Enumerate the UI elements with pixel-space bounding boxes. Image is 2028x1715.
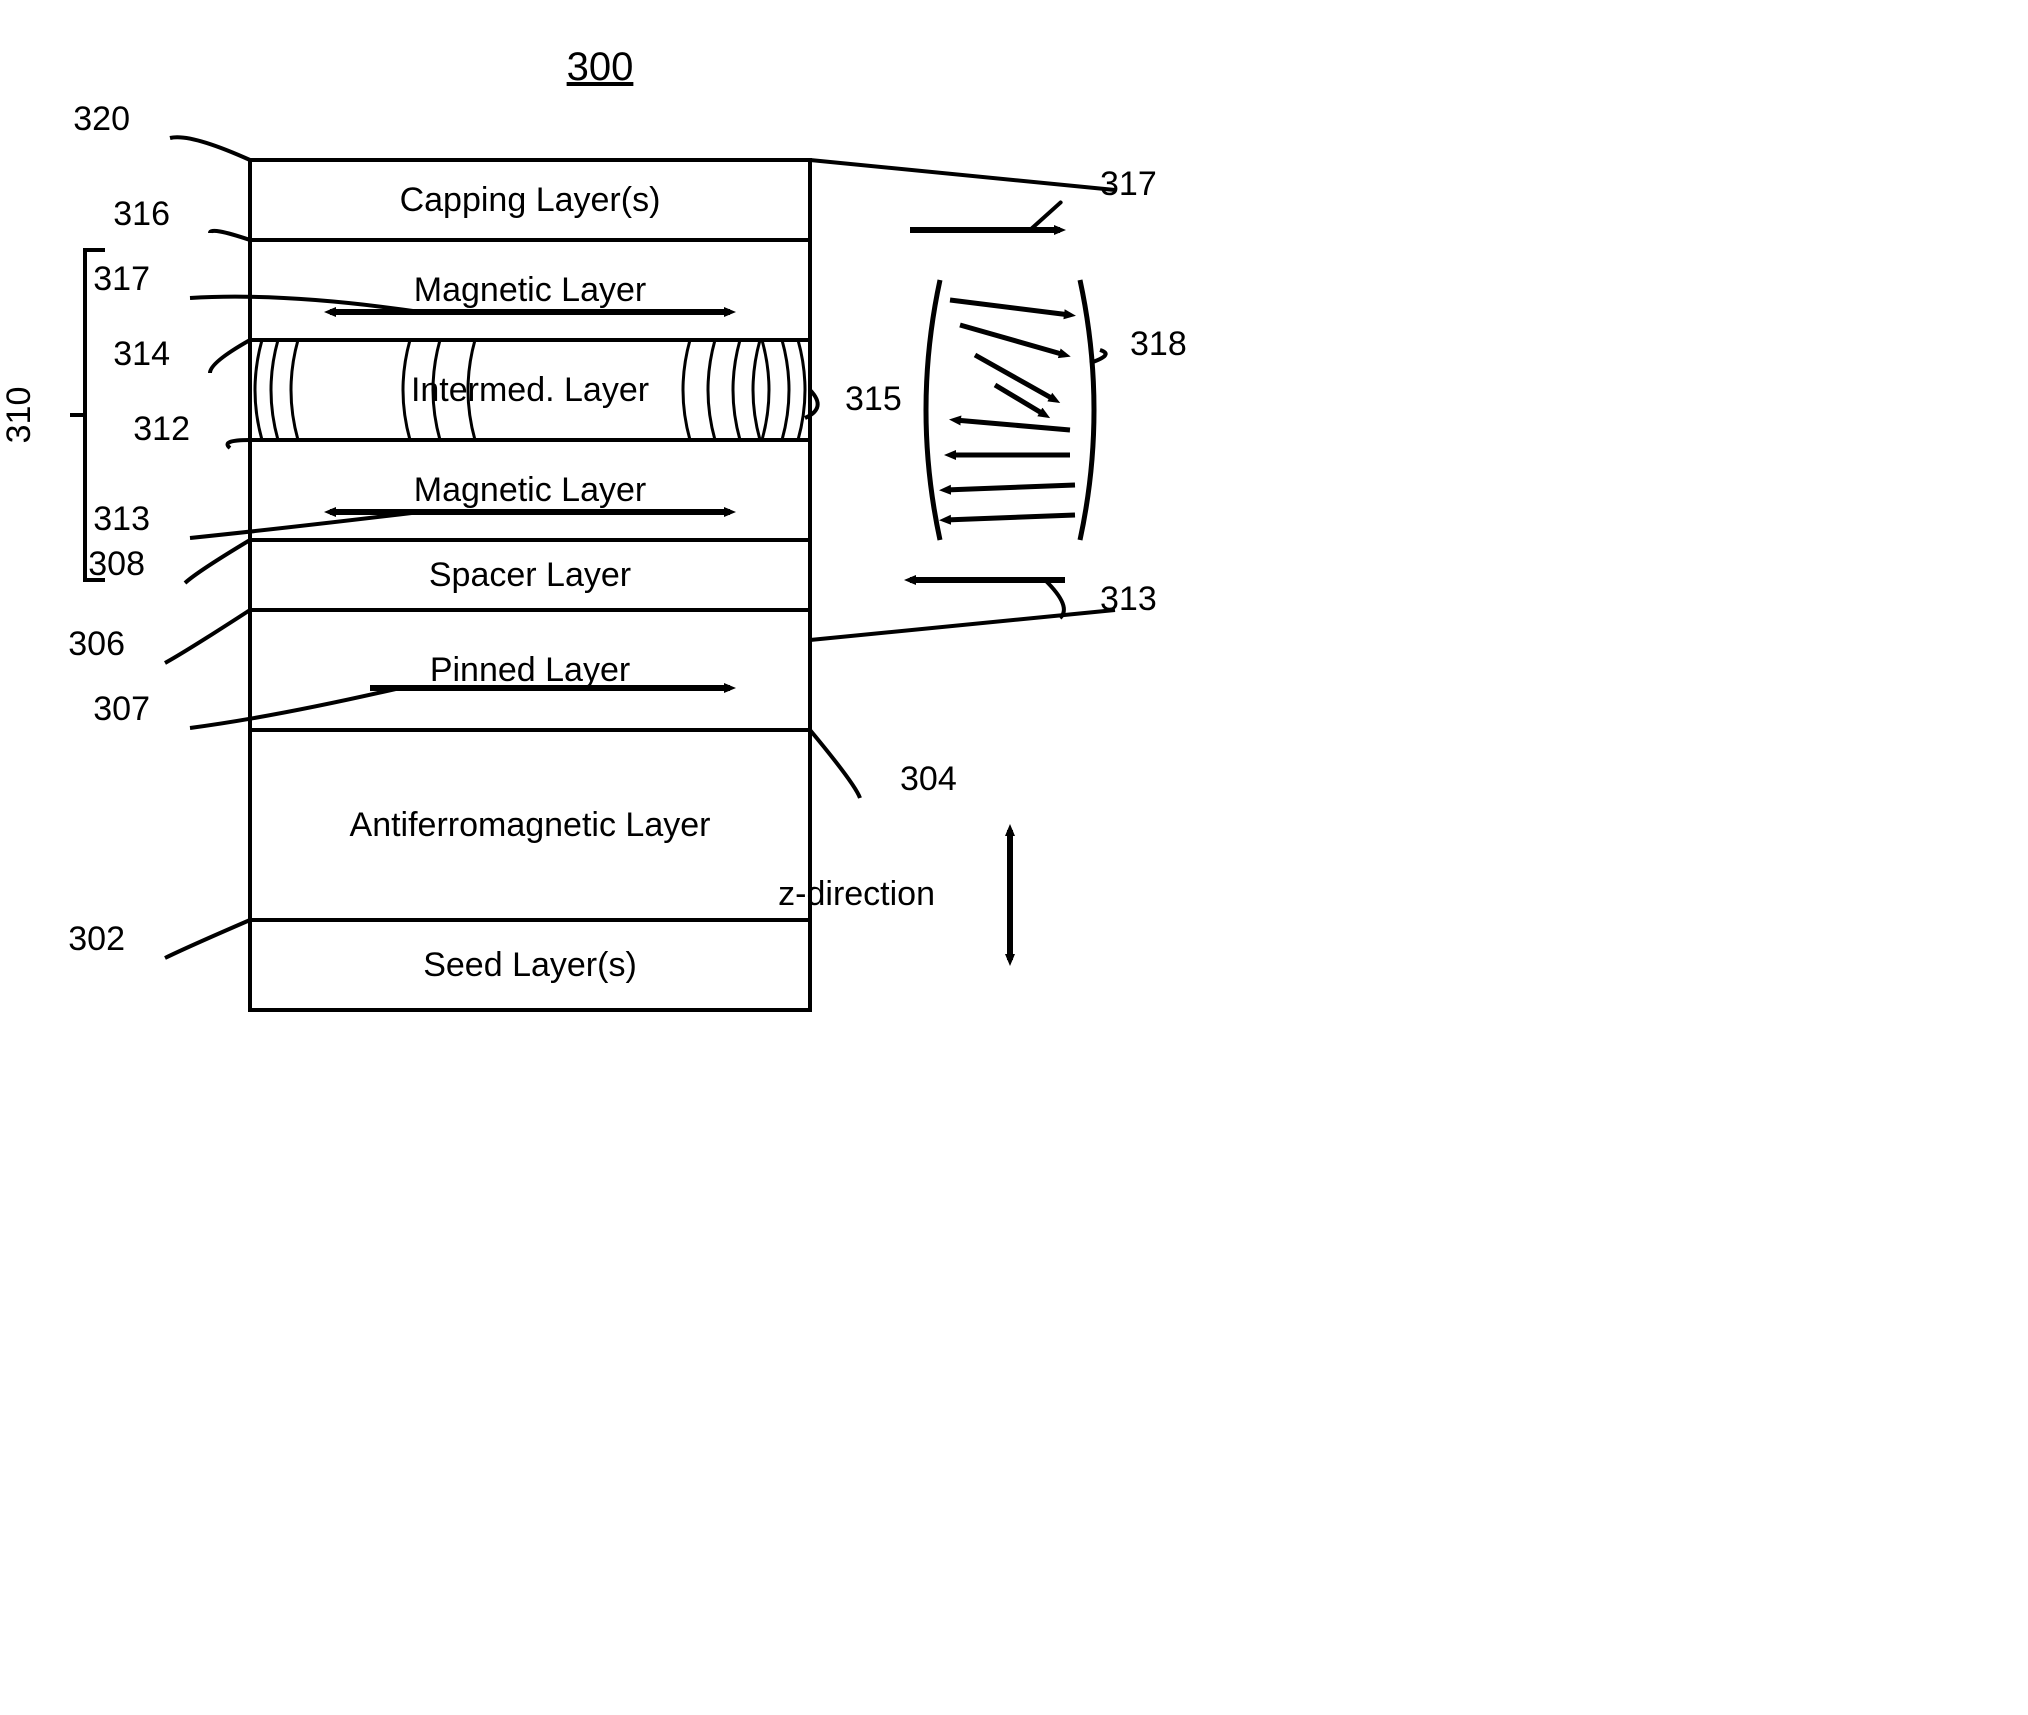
barrel-left [926,280,940,540]
leader-312 [228,440,251,448]
ref-317: 317 [1100,165,1157,203]
layer-label-seed: Seed Layer(s) [423,946,637,984]
z-direction-label: z-direction [778,875,935,913]
zoom-line-top [810,160,1115,190]
fan-arrow [945,485,1075,490]
ref-306: 306 [68,625,125,663]
ref-316: 316 [113,195,170,233]
leader-317 [1030,202,1061,230]
ref-313: 313 [93,500,150,538]
layer-label-intermed: Intermed. Layer [411,371,649,409]
fan-arrow [975,355,1055,400]
barrel-right [1080,280,1094,540]
ref-317: 317 [93,260,150,298]
fan-arrow [955,420,1070,430]
leader-314 [210,340,250,373]
leader-320 [170,137,250,160]
fan-arrow [960,325,1065,355]
layer-label-afm: Antiferromagnetic Layer [350,806,711,844]
fan-arrow [945,515,1075,520]
ref-314: 314 [113,335,170,373]
layer-afm: Antiferromagnetic Layer [250,730,810,920]
layer-intermed: Intermed. Layer [250,340,810,440]
layer-spacer: Spacer Layer [250,540,810,610]
ref-320: 320 [73,100,130,138]
ref-315: 315 [845,380,902,418]
leader-313 [1045,580,1064,618]
layer-mag_top: Magnetic Layer [250,240,810,340]
ref-318: 318 [1130,325,1187,363]
layer-capping: Capping Layer(s) [250,160,810,240]
layer-label-mag_top: Magnetic Layer [414,271,646,309]
fan-arrow [950,300,1070,315]
layer-label-pinned: Pinned Layer [430,651,630,689]
zoom-line-bot [810,610,1115,640]
figure-title: 300 [567,45,634,89]
leader-304 [810,730,860,798]
layer-pinned: Pinned Layer [250,610,810,730]
layer-mag_bot: Magnetic Layer [250,440,810,540]
leader-308 [185,540,250,583]
layer-label-mag_bot: Magnetic Layer [414,471,646,509]
layer-seed: Seed Layer(s) [250,920,810,1010]
ref-302: 302 [68,920,125,958]
leader-316 [210,231,250,240]
ref-313: 313 [1100,580,1157,618]
ref-307: 307 [93,690,150,728]
layer-label-spacer: Spacer Layer [429,556,631,594]
leader-302 [165,920,250,958]
leader-306 [165,610,250,663]
ref-312: 312 [133,410,190,448]
layer-label-capping: Capping Layer(s) [400,181,661,219]
ref-310: 310 [0,387,38,444]
ref-304: 304 [900,760,957,798]
ref-308: 308 [88,545,145,583]
